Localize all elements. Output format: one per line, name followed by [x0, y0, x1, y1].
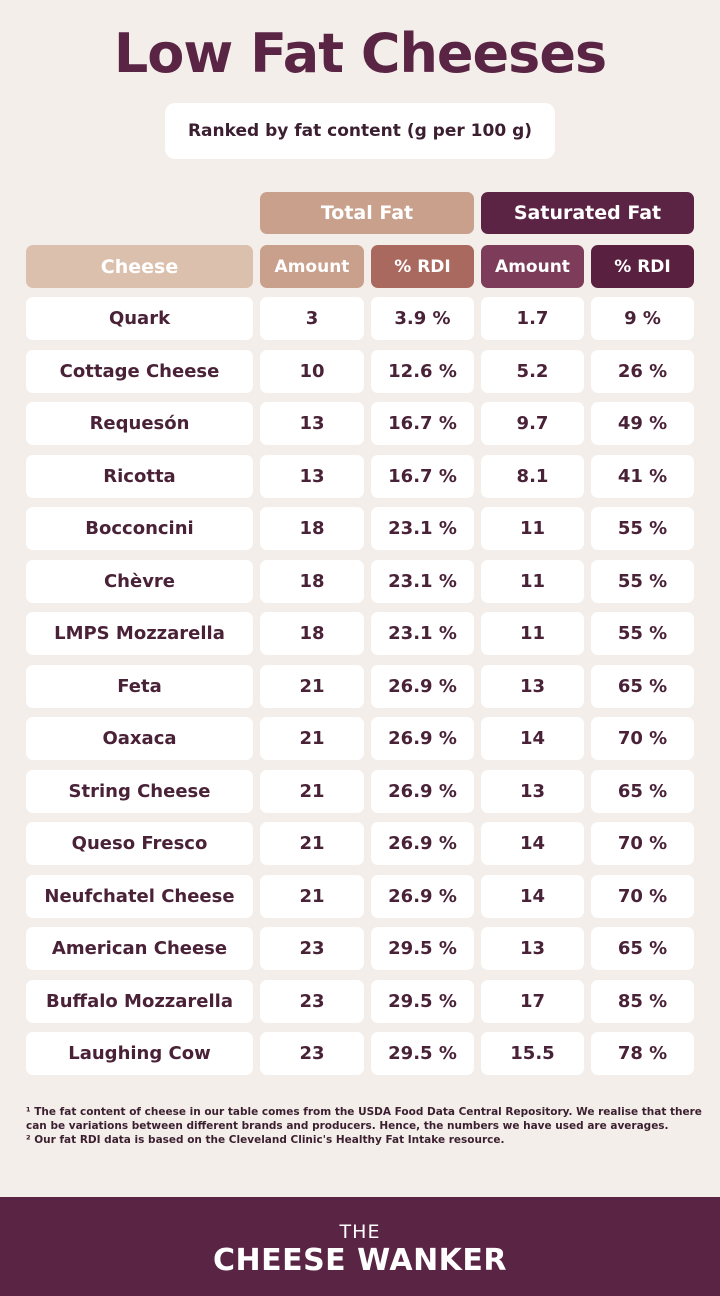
table-cell: Quark: [26, 297, 253, 340]
table-cell: 21: [260, 822, 364, 865]
table-cell: 29.5 %: [371, 1032, 474, 1075]
footer: THE CHEESE WANKER: [0, 1197, 720, 1296]
table-cell: 26.9 %: [371, 874, 474, 918]
table-cell: Feta: [26, 664, 253, 708]
table-cell: String Cheese: [26, 769, 253, 813]
table-cell: 16.7 %: [371, 454, 474, 498]
footnote: ¹ The fat content of cheese in our table…: [26, 1106, 702, 1132]
table-cell: 5.2: [481, 349, 584, 393]
table-cell: 21: [260, 874, 364, 918]
table-cell: 41 %: [591, 454, 694, 498]
table-cell: Oaxaca: [26, 717, 253, 760]
table-cell: 13: [481, 664, 584, 708]
column-header: Cheese: [26, 245, 253, 288]
table-cell: Ricotta: [26, 454, 253, 498]
table-cell: 14: [481, 874, 584, 918]
table-cell: 13: [260, 454, 364, 498]
table-cell: LMPS Mozzarella: [26, 612, 253, 655]
table-cell: 23.1 %: [371, 507, 474, 550]
table-cell: 26.9 %: [371, 769, 474, 813]
table-cell: 23: [260, 979, 364, 1023]
table-cell: 78 %: [591, 1032, 694, 1075]
group-header: Total Fat: [260, 192, 474, 234]
table-cell: 16.7 %: [371, 402, 474, 445]
table-cell: 8.1: [481, 454, 584, 498]
column-header: % RDI: [591, 245, 694, 288]
table-cell: 13: [481, 769, 584, 813]
table-cell: 21: [260, 769, 364, 813]
table-cell: 23: [260, 1032, 364, 1075]
table-cell: 29.5 %: [371, 979, 474, 1023]
table-cell: 49 %: [591, 402, 694, 445]
group-header: Saturated Fat: [481, 192, 694, 234]
table-cell: 55 %: [591, 507, 694, 550]
table-cell: 12.6 %: [371, 349, 474, 393]
table-cell: 14: [481, 717, 584, 760]
table-cell: 9 %: [591, 297, 694, 340]
table-cell: 55 %: [591, 559, 694, 603]
column-header: Amount: [260, 245, 364, 288]
table-cell: 65 %: [591, 769, 694, 813]
table-cell: 23: [260, 927, 364, 970]
table-cell: 1.7: [481, 297, 584, 340]
table-cell: 13: [260, 402, 364, 445]
table-cell: 9.7: [481, 402, 584, 445]
table-cell: 11: [481, 612, 584, 655]
table-cell: 15.5: [481, 1032, 584, 1075]
title: Low Fat Cheeses: [113, 22, 607, 85]
table-cell: 14: [481, 822, 584, 865]
table-cell: 26 %: [591, 349, 694, 393]
table-cell: 70 %: [591, 717, 694, 760]
table-cell: 3: [260, 297, 364, 340]
table-cell: 65 %: [591, 927, 694, 970]
table-cell: 11: [481, 507, 584, 550]
footnote: ² Our fat RDI data is based on the Cleve…: [26, 1134, 505, 1146]
column-header: Amount: [481, 245, 584, 288]
table-cell: 26.9 %: [371, 664, 474, 708]
table-cell: 70 %: [591, 874, 694, 918]
table-cell: 21: [260, 717, 364, 760]
table-cell: 17: [481, 979, 584, 1023]
table-cell: 55 %: [591, 612, 694, 655]
table-cell: 26.9 %: [371, 717, 474, 760]
table-cell: 21: [260, 664, 364, 708]
table-cell: 29.5 %: [371, 927, 474, 970]
table-cell: Queso Fresco: [26, 822, 253, 865]
table-cell: 23.1 %: [371, 559, 474, 603]
table-cell: 85 %: [591, 979, 694, 1023]
table-cell: Bocconcini: [26, 507, 253, 550]
table-cell: 3.9 %: [371, 297, 474, 340]
footer-brand: CHEESE WANKER: [212, 1243, 508, 1278]
column-header: % RDI: [371, 245, 474, 288]
table-cell: 10: [260, 349, 364, 393]
table-cell: 13: [481, 927, 584, 970]
table-cell: Requesón: [26, 402, 253, 445]
table-cell: 18: [260, 507, 364, 550]
table-cell: Laughing Cow: [26, 1032, 253, 1075]
table-cell: Buffalo Mozzarella: [26, 979, 253, 1023]
table-cell: American Cheese: [26, 927, 253, 970]
table-cell: Cottage Cheese: [26, 349, 253, 393]
table-cell: 18: [260, 559, 364, 603]
table-cell: 11: [481, 559, 584, 603]
footer-top: THE: [339, 1221, 381, 1243]
table-cell: Neufchatel Cheese: [26, 874, 253, 918]
table-cell: Chèvre: [26, 559, 253, 603]
table-cell: 18: [260, 612, 364, 655]
subtitle: Ranked by fat content (g per 100 g): [165, 103, 555, 159]
table-cell: 23.1 %: [371, 612, 474, 655]
table-cell: 70 %: [591, 822, 694, 865]
table-cell: 26.9 %: [371, 822, 474, 865]
table-cell: 65 %: [591, 664, 694, 708]
